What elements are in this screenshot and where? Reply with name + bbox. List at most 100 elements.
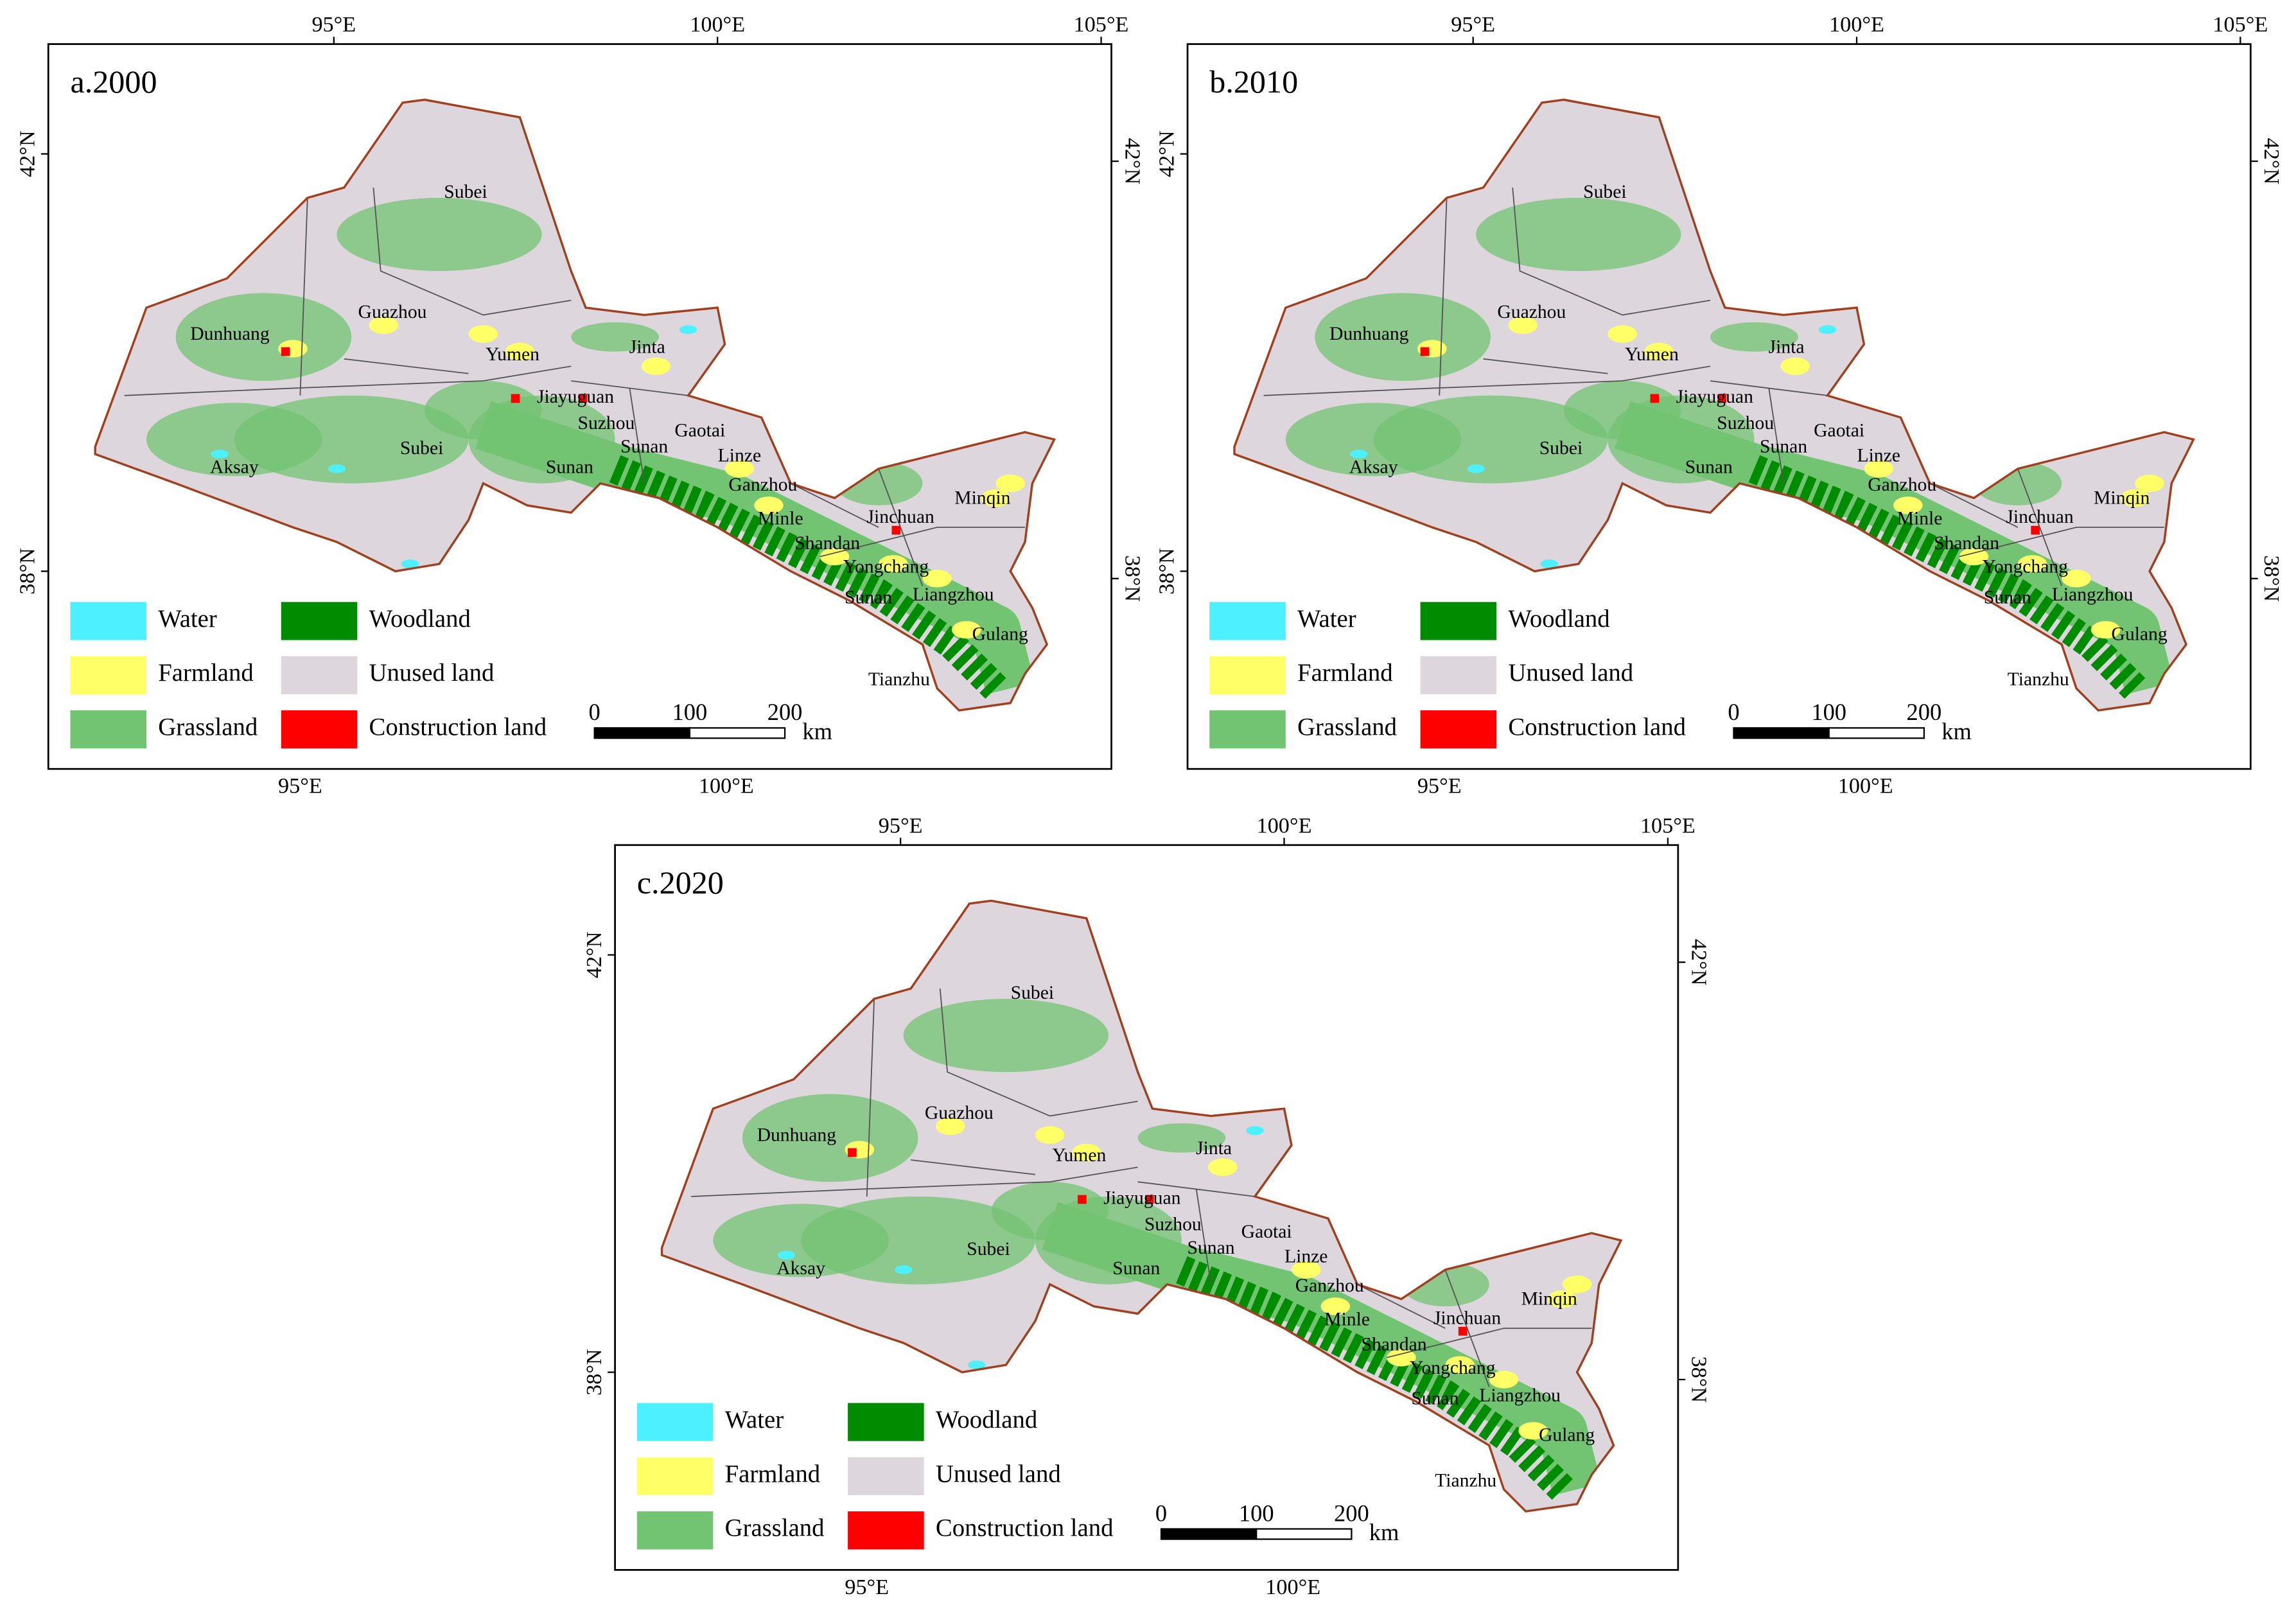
farmland-patch — [819, 547, 850, 566]
region-outline — [94, 98, 1056, 712]
lat-label-right: 38°N — [1120, 556, 1144, 602]
legend-swatch — [1420, 710, 1497, 749]
farmland-patch — [1562, 1276, 1592, 1294]
legend-label: Construction land — [369, 714, 547, 741]
construction-patch — [1458, 1326, 1468, 1336]
farmland-patch — [1508, 316, 1538, 335]
grassland-patch — [146, 403, 322, 477]
place-label: Sunan — [1685, 457, 1733, 478]
lon-label-bottom: 100°E — [1838, 775, 1893, 798]
grassland-patch — [742, 1094, 918, 1182]
lat-label-left: 42°N — [1155, 130, 1179, 177]
place-label: Dunhuang — [190, 324, 270, 344]
farmland-patch — [1518, 1422, 1548, 1440]
farmland-patch — [1547, 1290, 1577, 1308]
farmland-patch — [995, 474, 1025, 493]
legend-swatch — [636, 1403, 714, 1441]
farmland-patch — [2062, 570, 2091, 588]
place-label: Gaotai — [1814, 421, 1864, 441]
farmland-patch — [935, 1117, 965, 1136]
lon-label-top: 95°E — [311, 13, 356, 37]
place-label: Yumen — [486, 344, 539, 365]
woodland-belt — [1176, 1256, 1573, 1500]
county-boundary — [1929, 482, 2019, 528]
place-label: Tianzhu — [2008, 669, 2069, 690]
county-boundary — [1444, 1269, 1490, 1387]
county-boundary — [372, 187, 572, 316]
farmland-patch — [951, 620, 981, 639]
farmland-patch — [641, 357, 671, 375]
construction-patch — [1420, 347, 1430, 356]
farmland-patch — [1959, 547, 1989, 566]
construction-patch — [1144, 1195, 1154, 1204]
county-boundary — [1768, 388, 1784, 484]
county-boundary — [939, 988, 1138, 1117]
place-label: Subei — [1011, 983, 1054, 1003]
farmland-patch — [1320, 1297, 1351, 1315]
place-label: Aksay — [210, 457, 259, 478]
place-label: Gaotai — [1241, 1222, 1292, 1242]
map-panel: c.2020 95°E 100°E 105°E 95°E 100°E 42°N 42°N 38°… — [583, 814, 1711, 1599]
map-panel: b.2010 95°E 100°E 105°E 95°E 100°E 42°N 42°N 38°… — [1155, 13, 2283, 798]
legend-label: Unused land — [1508, 659, 1633, 687]
lon-label-bottom: 95°E — [278, 775, 322, 798]
lat-label-left: 42°N — [583, 931, 606, 978]
farmland-patch — [2120, 489, 2150, 507]
county-boundary — [866, 999, 875, 1197]
farmland-patch — [1387, 1349, 1416, 1367]
place-label: Subei — [1539, 438, 1582, 459]
legend-swatch — [281, 602, 358, 640]
county-boundary — [819, 527, 1025, 557]
place-label: Suzhou — [1717, 413, 1774, 434]
grassland-patch — [903, 999, 1109, 1073]
water-patch — [211, 450, 229, 459]
legend-swatch — [848, 1511, 924, 1550]
legend-swatch — [636, 1457, 714, 1496]
legend-label: Woodland — [1508, 605, 1609, 633]
water-patch — [895, 1265, 913, 1274]
place-label: Shandan — [1934, 533, 1999, 554]
place-label: Shandan — [1362, 1334, 1427, 1355]
grassland-patch — [713, 1204, 889, 1277]
county-boundary — [1483, 358, 1608, 374]
scale-bar-black — [1160, 1528, 1258, 1540]
legend-swatch — [281, 710, 358, 749]
legend-label: Farmland — [158, 659, 254, 687]
legend-swatch — [1420, 656, 1497, 694]
lat-label-left: 38°N — [583, 1349, 606, 1396]
lon-label-bottom: 100°E — [699, 775, 754, 798]
panel-title: a.2000 — [70, 64, 157, 100]
place-label: Gaotai — [674, 421, 725, 441]
place-label: Minle — [1324, 1310, 1370, 1330]
lon-label-top: 95°E — [1451, 13, 1495, 37]
scale-tick-label: 0 — [589, 699, 600, 725]
lon-label-top: 105°E — [1074, 13, 1129, 37]
lon-label-bottom: 95°E — [1417, 775, 1462, 798]
lon-label-bottom: 95°E — [845, 1575, 889, 1599]
place-label: Subei — [967, 1239, 1010, 1259]
lat-label-left: 42°N — [15, 130, 39, 177]
grassland-patch — [1137, 1123, 1226, 1153]
county-boundary — [629, 388, 645, 484]
lat-label-left: 38°N — [15, 548, 39, 595]
water-patch — [1246, 1126, 1264, 1136]
county-boundary — [878, 468, 924, 586]
scale-bar-black — [593, 727, 691, 739]
farmland-patch — [1291, 1261, 1321, 1279]
water-patch — [679, 325, 697, 335]
place-label: Ganzhou — [1868, 475, 1936, 495]
county-boundary — [1263, 365, 1711, 396]
place-label: Minqin — [2094, 488, 2150, 509]
place-label: Guazhou — [358, 302, 427, 322]
scale-tick-label: 0 — [1155, 1500, 1167, 1526]
county-boundary — [2017, 468, 2063, 586]
lat-label-right: 42°N — [1687, 939, 1711, 986]
scale-tick-label: 200 — [1907, 699, 1942, 725]
scale-bar-white — [688, 727, 786, 739]
legend-label: Woodland — [936, 1406, 1037, 1434]
place-label: Linze — [1284, 1247, 1328, 1267]
place-label: Jinta — [629, 337, 665, 358]
county-boundary — [911, 1159, 1036, 1175]
county-boundary — [1959, 527, 2164, 557]
scale-bar-black — [1733, 727, 1830, 739]
